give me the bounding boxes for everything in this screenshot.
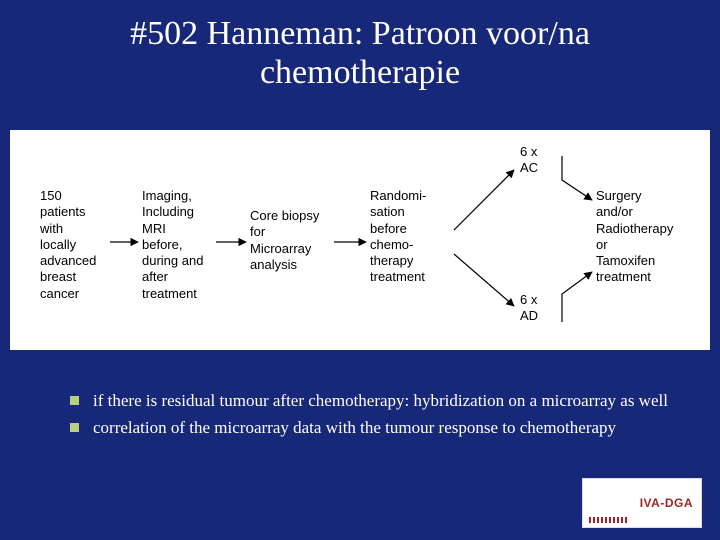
- arrow-random-ad: [454, 254, 514, 306]
- slide-title: #502 Hanneman: Patroon voor/na chemother…: [0, 0, 720, 92]
- bullet-item: if there is residual tumour after chemot…: [70, 390, 670, 411]
- footer-logo: IVA-DGA: [582, 478, 702, 528]
- bullet-item: correlation of the microarray data with …: [70, 417, 670, 438]
- flowchart-panel: 150 patients with locally advanced breas…: [10, 130, 710, 350]
- arrow-ac-surgery: [562, 156, 592, 200]
- node-biopsy: Core biopsy for Microarray analysis: [250, 208, 319, 273]
- node-ad: 6 x AD: [520, 292, 538, 325]
- bullet-list: if there is residual tumour after chemot…: [70, 390, 670, 445]
- node-patients: 150 patients with locally advanced breas…: [40, 188, 96, 302]
- bullet-marker-icon: [70, 396, 79, 405]
- bullet-text: correlation of the microarray data with …: [93, 417, 670, 438]
- node-imaging: Imaging, Including MRI before, during an…: [142, 188, 203, 302]
- bullet-text: if there is residual tumour after chemot…: [93, 390, 670, 411]
- node-random: Randomi- sation before chemo- therapy tr…: [370, 188, 426, 286]
- slide: #502 Hanneman: Patroon voor/na chemother…: [0, 0, 720, 540]
- node-ac: 6 x AC: [520, 144, 538, 177]
- footer-logo-stripes-icon: [589, 517, 629, 523]
- arrow-ad-surgery: [562, 272, 592, 322]
- bullet-marker-icon: [70, 423, 79, 432]
- arrow-random-ac: [454, 170, 514, 230]
- node-surgery: Surgery and/or Radiotherapy or Tamoxifen…: [596, 188, 673, 286]
- footer-logo-text: IVA-DGA: [640, 496, 693, 510]
